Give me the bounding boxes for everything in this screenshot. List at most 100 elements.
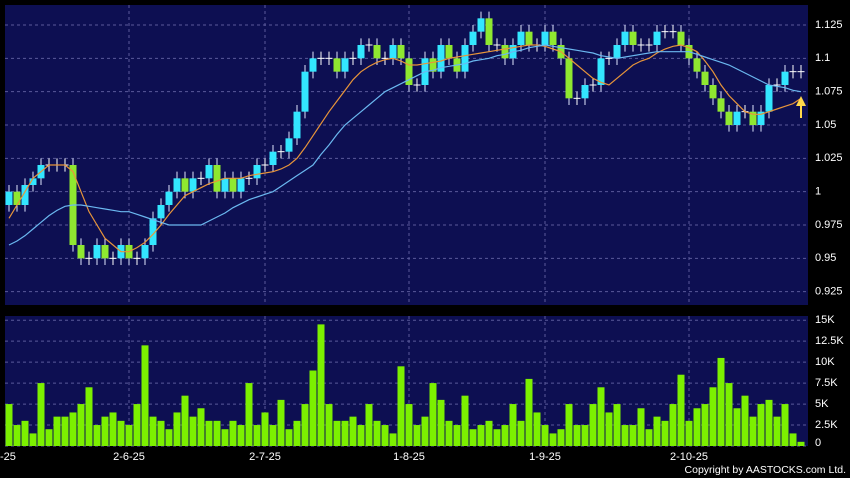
volume-bar (613, 404, 621, 446)
volume-bar (621, 425, 629, 446)
candle-body (341, 58, 349, 72)
volume-bar (413, 425, 421, 446)
volume-bar (781, 404, 789, 446)
volume-bar (405, 404, 413, 446)
volume-bar (709, 387, 717, 446)
volume-bar (141, 345, 149, 446)
candle-body (301, 71, 309, 112)
volume-bar (149, 416, 157, 446)
copyright: Copyright by AASTOCKS.com Ltd. (685, 464, 846, 476)
volume-bar (325, 404, 333, 446)
candle-body (293, 111, 301, 139)
volume-bar (365, 404, 373, 446)
volume-bar (45, 429, 53, 446)
volume-bar (501, 425, 509, 446)
candle-body (157, 205, 165, 219)
y-tick-label: 10K (815, 356, 835, 368)
x-tick-label: 2-6-25 (113, 451, 145, 463)
candle-body (285, 138, 293, 152)
volume-bar (541, 425, 549, 446)
candle-body (725, 111, 733, 125)
candle-body (597, 58, 605, 85)
volume-bar (645, 429, 653, 446)
volume-bar (189, 416, 197, 446)
candle-body (717, 98, 725, 112)
volume-bar (301, 404, 309, 446)
candle-body (613, 45, 621, 59)
volume-bar (597, 387, 605, 446)
volume-bar (445, 420, 453, 446)
candle-body (389, 45, 397, 59)
volume-bar (213, 420, 221, 446)
y-tick-label: 1.1 (815, 52, 830, 64)
volume-bar (605, 412, 613, 446)
volume-bar (485, 420, 493, 446)
volume-bar (549, 433, 557, 446)
y-tick-label: 1.025 (815, 152, 843, 164)
volume-bar (69, 412, 77, 446)
candle-body (677, 31, 685, 45)
volume-bar (525, 378, 533, 446)
volume-bar (629, 425, 637, 446)
candle-body (141, 245, 149, 259)
volume-bar (109, 412, 117, 446)
volume-bar (13, 425, 21, 446)
volume-bar (509, 404, 517, 446)
volume-bar (317, 324, 325, 446)
volume-bar (125, 425, 133, 446)
volume-bar (685, 420, 693, 446)
volume-bar (77, 404, 85, 446)
volume-bar (165, 429, 173, 446)
x-tick-label: 1-9-25 (529, 451, 561, 463)
volume-bar (293, 420, 301, 446)
candle-body (709, 85, 717, 99)
y-tick-label: 0.925 (815, 286, 843, 298)
volume-bar (261, 412, 269, 446)
candle-body (309, 58, 317, 72)
volume-bar (437, 399, 445, 446)
volume-bar (373, 420, 381, 446)
y-tick-label: 1.05 (815, 119, 836, 131)
candle-body (405, 58, 413, 85)
candle-body (701, 71, 709, 85)
volume-bar (581, 425, 589, 446)
candle-body (181, 178, 189, 192)
candle-body (213, 165, 221, 192)
volume-bar (765, 399, 773, 446)
candle-body (757, 111, 765, 125)
volume-bar (461, 395, 469, 446)
candle-body (765, 85, 773, 112)
volume-bar (197, 408, 205, 446)
y-tick-label: 1 (815, 186, 821, 198)
volume-bar (29, 433, 37, 446)
volume-bar (85, 387, 93, 446)
y-tick-label: 2.5K (815, 419, 838, 431)
x-tick-label: 2-10-25 (670, 451, 708, 463)
y-tick-label: 0 (815, 437, 821, 449)
candle-body (501, 45, 509, 59)
volume-bar (253, 425, 261, 446)
volume-bar (37, 383, 45, 446)
volume-bar (269, 425, 277, 446)
candle-body (357, 45, 365, 59)
y-tick-label: 5K (815, 398, 829, 410)
volume-bar (797, 441, 805, 446)
volume-bar (453, 425, 461, 446)
y-tick-label: 0.975 (815, 219, 843, 231)
moving-average-line (8, 44, 802, 246)
volume-bar (245, 383, 253, 446)
volume-bar (349, 416, 357, 446)
candle-body (517, 31, 525, 45)
candle-body (333, 58, 341, 72)
volume-bar (693, 408, 701, 446)
volume-bar (229, 420, 237, 446)
volume-bar (205, 420, 213, 446)
candle-body (477, 18, 485, 32)
volume-bar (717, 357, 725, 446)
volume-bar (389, 433, 397, 446)
candle-body (541, 31, 549, 45)
candle-body (13, 191, 21, 205)
y-tick-label: 15K (815, 314, 835, 326)
volume-bar (469, 429, 477, 446)
candle-body (621, 31, 629, 45)
